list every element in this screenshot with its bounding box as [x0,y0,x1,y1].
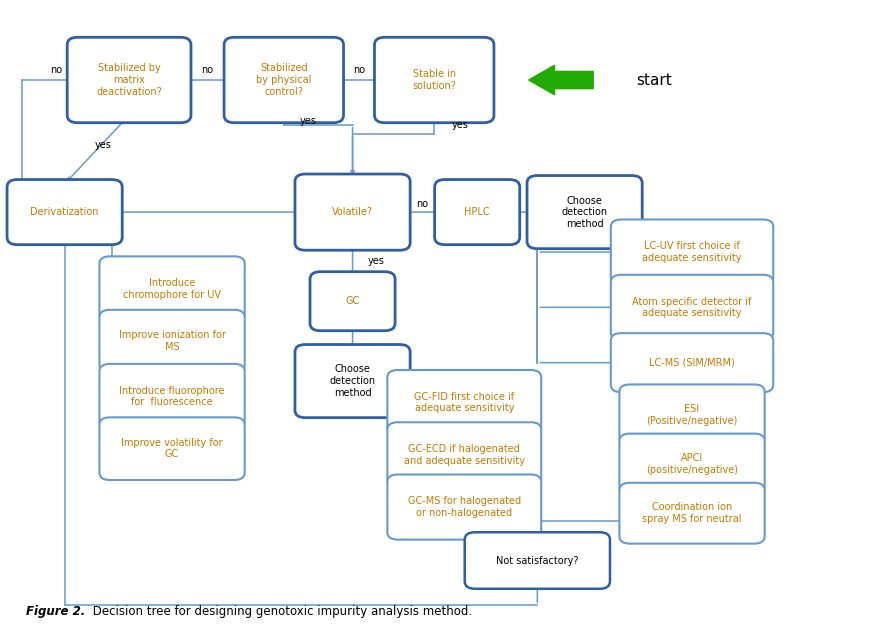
Text: Not satisfactory?: Not satisfactory? [496,556,579,566]
FancyBboxPatch shape [7,179,122,245]
Text: Stabilized
by physical
control?: Stabilized by physical control? [256,63,311,97]
Text: Figure 2.: Figure 2. [26,604,85,618]
Text: Stable in
solution?: Stable in solution? [412,69,456,91]
FancyBboxPatch shape [99,256,245,322]
Text: Volatile?: Volatile? [332,207,373,217]
FancyBboxPatch shape [295,344,410,418]
FancyBboxPatch shape [374,37,494,123]
Text: yes: yes [95,140,112,150]
Text: GC: GC [346,296,360,306]
Text: start: start [636,73,672,88]
Text: Improve ionization for
MS: Improve ionization for MS [118,330,225,352]
Text: Introduce fluorophore
for  fluorescence: Introduce fluorophore for fluorescence [119,386,225,408]
FancyBboxPatch shape [99,418,245,480]
Text: no: no [353,65,365,75]
FancyBboxPatch shape [619,434,765,495]
Text: no: no [202,65,214,75]
FancyBboxPatch shape [388,370,541,435]
Text: Introduce
chromophore for UV: Introduce chromophore for UV [123,278,221,300]
FancyBboxPatch shape [610,275,774,340]
FancyBboxPatch shape [388,422,541,487]
Text: Choose
detection
method: Choose detection method [561,196,608,229]
FancyBboxPatch shape [610,333,774,392]
Text: no: no [50,65,62,75]
Text: HPLC: HPLC [464,207,490,217]
Text: Improve volatility for
GC: Improve volatility for GC [121,438,223,460]
Text: no: no [417,199,429,209]
FancyBboxPatch shape [619,483,765,544]
FancyBboxPatch shape [527,176,642,249]
Text: APCI
(positive/negative): APCI (positive/negative) [646,453,738,475]
FancyArrow shape [529,65,593,95]
Text: Stabilized by
matrix
deactivation?: Stabilized by matrix deactivation? [96,63,162,97]
Text: yes: yes [368,256,385,266]
Text: Derivatization: Derivatization [31,207,99,217]
Text: Decision tree for designing genotoxic impurity analysis method.: Decision tree for designing genotoxic im… [89,604,472,618]
Text: yes: yes [452,120,468,130]
FancyBboxPatch shape [99,310,245,372]
Text: LC-UV first choice if
adequate sensitivity: LC-UV first choice if adequate sensitivi… [642,241,742,263]
FancyBboxPatch shape [610,219,774,285]
FancyBboxPatch shape [388,475,541,540]
Text: LC-MS (SIM/MRM): LC-MS (SIM/MRM) [649,357,735,367]
FancyBboxPatch shape [465,532,610,589]
FancyBboxPatch shape [310,271,396,330]
Text: ESI
(Positive/negative): ESI (Positive/negative) [646,404,738,426]
FancyBboxPatch shape [99,364,245,429]
Text: GC-ECD if halogenated
and adequate sensitivity: GC-ECD if halogenated and adequate sensi… [403,444,524,466]
Text: yes: yes [299,117,316,127]
FancyBboxPatch shape [619,384,765,445]
Text: GC-FID first choice if
adequate sensitivity: GC-FID first choice if adequate sensitiv… [414,392,514,413]
Text: Atom specific detector if
adequate sensitivity: Atom specific detector if adequate sensi… [632,297,752,318]
Text: Choose
detection
method: Choose detection method [330,364,375,398]
Text: Coordination ion
spray MS for neutral: Coordination ion spray MS for neutral [642,502,742,524]
FancyBboxPatch shape [224,37,344,123]
FancyBboxPatch shape [68,37,191,123]
FancyBboxPatch shape [435,179,520,245]
FancyBboxPatch shape [295,174,410,250]
Text: GC-MS for halogenated
or non-halogenated: GC-MS for halogenated or non-halogenated [408,496,521,518]
